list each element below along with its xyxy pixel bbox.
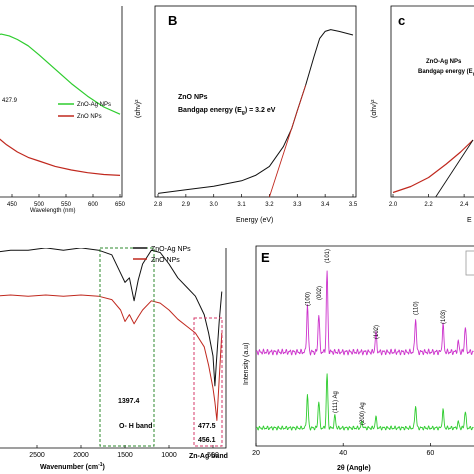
xrd-peak-label: (103)	[441, 310, 447, 324]
panel-e-x-ticks: 20 40 60	[252, 443, 434, 457]
panel-a-x-tick-label: 600	[88, 202, 99, 208]
panel-d-series-2	[0, 294, 223, 421]
panel-c: c 2.0 2.2 2.4 ZnO-Ag NPs Bandgap energy (E…	[371, 5, 474, 224]
xrd-peak-label: (101)	[325, 249, 331, 263]
panel-b-y-label: (αhν)²	[135, 99, 142, 118]
panel-d-x-tick-label: 1500	[117, 452, 133, 459]
panel-e-x-label: 2θ (Angle)	[337, 465, 371, 472]
panel-c-x-tick-label: 2.4	[460, 202, 469, 208]
panel-e-x-tick-label: 60	[427, 450, 435, 457]
panel-d-x-tick-label: 1000	[161, 452, 177, 459]
ag-peak-label: (200) Ag	[360, 402, 366, 425]
panel-d-x-label: Wavenumber (cm-1)	[40, 462, 105, 471]
panel-e-znoag-pattern	[256, 373, 474, 431]
panel-e-x-tick-label: 20	[252, 450, 260, 457]
peak-1397-label: 1397.4	[118, 398, 140, 405]
panel-d-x-ticks: 2500 2000 1500 1000 500	[29, 445, 219, 459]
panel-b-x-tick-label: 3.0	[210, 202, 219, 208]
panel-a-x-tick-label: 450	[7, 202, 18, 208]
panel-c-x-tick-label: 2.2	[424, 202, 433, 208]
panel-c-x-tick-label: 2.0	[389, 202, 398, 208]
panel-c-title: ZnO-Ag NPs	[426, 59, 462, 65]
panel-b-x-tick-label: 3.3	[293, 202, 302, 208]
panel-b: B 2.8 2.9 3.0 3.1 3.2 3.3 3.4 3.5 ZnO NPs Bandg…	[135, 5, 358, 224]
oh-band-box	[99, 247, 155, 447]
xrd-peak-label: (110)	[414, 301, 420, 315]
peak-456-label: 456.1	[198, 437, 216, 444]
panel-c-tauc-curve	[392, 139, 474, 194]
panel-b-x-tick-label: 3.5	[349, 202, 358, 208]
oh-band-label: O- H band	[119, 423, 152, 430]
panel-e: E 20 40 60 (100) (002)(101)(102)(110)(103)(…	[243, 245, 474, 472]
panel-a-axes	[0, 6, 123, 198]
ag-peak-label: (111) Ag	[333, 391, 339, 413]
panel-d-x-tick-label: 500	[207, 452, 219, 459]
legend-a-label-2: ZnO NPs	[77, 114, 102, 120]
panel-a-x-label: Wavelength (nm)	[30, 208, 75, 214]
legend-d-label-1: ZnO-Ag NPs	[151, 246, 191, 253]
panel-b-letter: B	[168, 13, 177, 28]
panel-b-frame	[154, 5, 357, 198]
panel-a-series-1	[0, 33, 121, 115]
zn-ag-band-box	[193, 317, 223, 447]
panel-b-bandgap-label: Bandgap energy (Eg) = 3.2 eV	[178, 107, 276, 116]
panel-a: 450 500 550 600 650 ZnO-Ag NPs ZnO NPs 427.9…	[0, 6, 126, 214]
panel-a-series-2	[0, 138, 121, 176]
panel-e-zno-pattern	[256, 270, 474, 356]
peak-477-label: 477.5	[198, 423, 216, 430]
panel-c-x-ticks: 2.0 2.2 2.4	[389, 194, 469, 208]
panel-d-x-tick-label: 2000	[73, 452, 89, 459]
xrd-peak-label: (102)	[374, 325, 380, 339]
panel-b-x-tick-label: 3.4	[321, 202, 330, 208]
panel-d-x-tick-label: 2500	[29, 452, 45, 459]
panel-d-axes	[0, 248, 227, 449]
panel-c-fit-line	[435, 139, 474, 197]
panel-c-frame	[390, 5, 474, 198]
panel-b-x-ticks: 2.8 2.9 3.0 3.1 3.2 3.3 3.4 3.5	[154, 194, 358, 208]
panel-e-y-label: Intensity (a.u)	[243, 343, 250, 385]
panel-e-peak-labels: (100) (002) (101) (102) (110) (103) (111) Ag (2…	[305, 249, 447, 425]
panel-e-legend-box	[465, 250, 474, 276]
panel-d-series-1	[0, 248, 223, 387]
panel-b-x-tick-label: 2.8	[154, 202, 163, 208]
panel-b-x-tick-label: 3.1	[237, 202, 246, 208]
panel-e-frame	[255, 245, 474, 447]
panel-b-title: ZnO NPs	[178, 94, 208, 101]
panel-c-y-label: (αhν)²	[371, 99, 378, 118]
panel-b-x-tick-label: 2.9	[182, 202, 191, 208]
legend-d-label-2: ZnO NPs	[151, 257, 180, 264]
xrd-peak-label: (100)	[305, 292, 311, 306]
panel-a-x-tick-label: 650	[115, 202, 126, 208]
panel-b-x-tick-label: 3.2	[265, 202, 274, 208]
panel-b-fit-line	[268, 85, 307, 197]
panel-a-x-ticks: 450 500 550 600 650	[7, 194, 126, 208]
panel-c-letter: c	[398, 13, 405, 28]
legend-a-label-1: ZnO-Ag NPs	[77, 102, 111, 108]
panel-a-x-tick-label: 500	[34, 202, 45, 208]
panel-e-letter: E	[261, 250, 270, 265]
panel-c-x-label: E	[467, 217, 472, 224]
zn-ag-band-label: Zn-Ag band	[189, 453, 228, 460]
panel-a-peak-annotation: 427.9	[2, 98, 18, 104]
panel-c-bandgap-label: Bandgap energy (Eg)	[418, 69, 474, 76]
panel-a-x-tick-label: 550	[61, 202, 72, 208]
panel-d: 2500 2000 1500 1000 500 ZnO-Ag NPs ZnO NPs 1…	[0, 246, 228, 471]
panel-b-x-label: Energy (eV)	[236, 217, 273, 224]
panel-e-x-tick-label: 40	[339, 450, 347, 457]
xrd-peak-label: (002)	[317, 286, 323, 300]
